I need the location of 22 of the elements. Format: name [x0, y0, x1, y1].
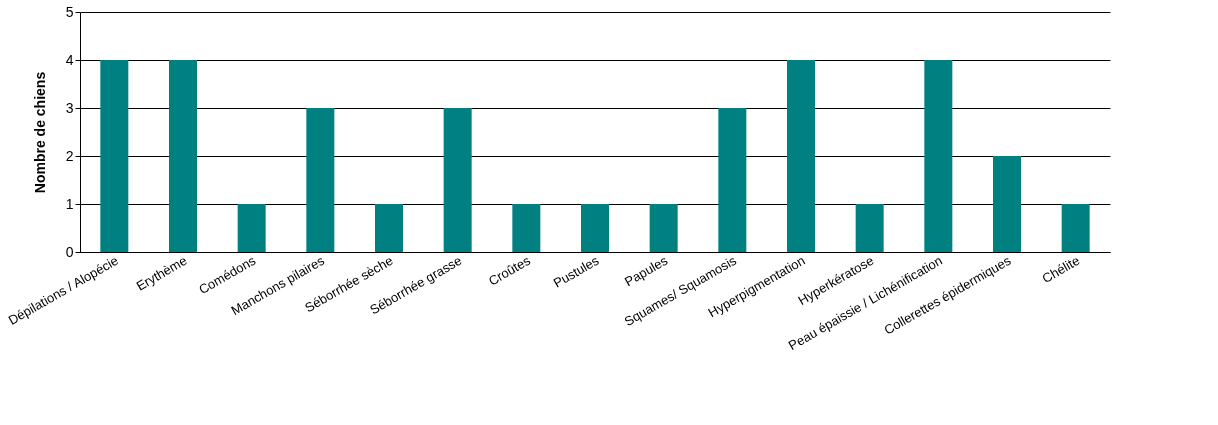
bar [649, 204, 678, 252]
y-tick-label: 4 [65, 51, 74, 68]
bar [924, 60, 953, 252]
bar [718, 108, 747, 252]
y-tick-label: 5 [65, 3, 74, 20]
bar [169, 60, 197, 252]
bar [375, 204, 403, 252]
y-tick-label: 2 [65, 147, 74, 164]
bar [443, 108, 472, 252]
y-tick-label: 3 [65, 99, 74, 116]
bar [1061, 204, 1090, 252]
bar [306, 108, 335, 252]
bar [237, 204, 266, 252]
bar [993, 156, 1021, 252]
bar [100, 60, 129, 252]
bar [512, 204, 541, 252]
bar [787, 60, 815, 252]
y-tick-label: 1 [65, 195, 74, 212]
bar [855, 204, 884, 252]
y-axis-title: Nombre de chiens [31, 71, 48, 194]
bar [581, 204, 609, 252]
y-tick-label: 0 [65, 243, 74, 260]
